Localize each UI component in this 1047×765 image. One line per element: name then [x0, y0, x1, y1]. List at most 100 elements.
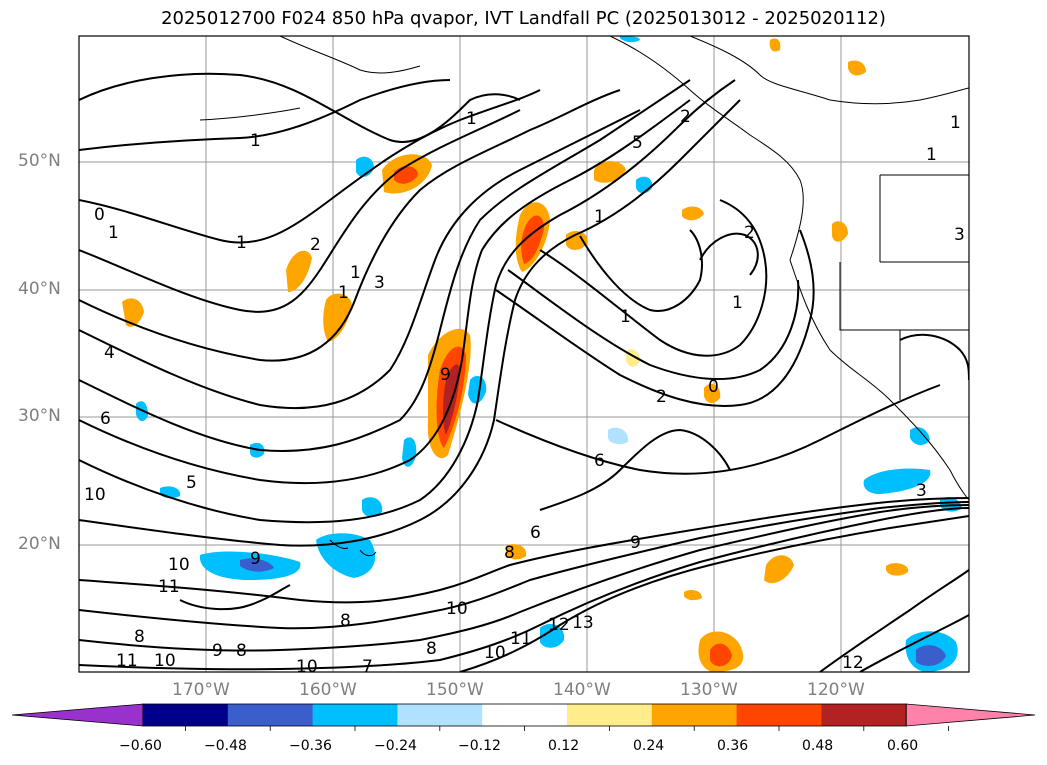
colorbar-tick: −0.12 — [458, 738, 501, 754]
contour-label: 13 — [572, 613, 594, 633]
contour-labels: 1 1 5 1 1 0 1 2 1 3 1 2 1 1 1 4 6 2 3 0 … — [84, 107, 965, 677]
contour-line — [79, 89, 621, 362]
shade-patch — [608, 427, 629, 445]
shade-patch — [506, 544, 527, 560]
lon-label-140w: 140°W — [553, 680, 611, 700]
contour-label: 6 — [530, 523, 541, 543]
contour-label: 1 — [350, 263, 361, 283]
map-background — [79, 36, 969, 672]
contour-line — [539, 199, 768, 357]
contour-label: 8 — [236, 641, 247, 661]
contour-line — [79, 79, 451, 151]
shade-patch — [832, 221, 848, 242]
shade-patch — [323, 293, 352, 342]
contour-label: 5 — [632, 133, 643, 153]
shading-positive — [122, 38, 909, 672]
shade-patch — [620, 36, 640, 43]
contour-label: 10 — [296, 657, 318, 677]
contour-label: 6 — [594, 451, 605, 471]
shade-patch — [682, 206, 704, 221]
lat-label-30n: 30°N — [18, 406, 61, 426]
contour-line — [79, 109, 521, 313]
contour-label: 10 — [484, 643, 506, 663]
contour-label: 9 — [250, 549, 261, 569]
graticule — [79, 36, 969, 672]
shade-patch — [886, 563, 909, 576]
lon-label-170w: 170°W — [172, 680, 230, 700]
colorbar-tick: 0.12 — [548, 738, 580, 754]
shade-patch — [402, 437, 417, 467]
colorbar-tick: −0.36 — [289, 738, 332, 754]
colorbar-segment — [736, 704, 822, 726]
colorbar-segment — [227, 704, 314, 726]
contour-label: 11 — [158, 577, 180, 597]
colorbar-extend-high — [905, 703, 1036, 727]
contour-label: 3 — [954, 225, 965, 245]
contour-line — [79, 507, 969, 671]
contour-label: 9 — [440, 365, 451, 385]
contour-line — [699, 232, 759, 276]
lat-label-50n: 50°N — [18, 151, 61, 171]
colorbar-tick: 0.36 — [717, 738, 749, 754]
colorbar-segment — [312, 704, 398, 726]
contour-line — [459, 515, 969, 672]
contour-line — [79, 99, 691, 485]
contour-label: 7 — [362, 657, 373, 677]
contour-label: 2 — [744, 223, 755, 243]
shade-patch — [594, 161, 626, 183]
shade-patch — [848, 60, 866, 76]
colorbar-segment — [651, 704, 738, 726]
contour-label: 0 — [94, 205, 105, 225]
shade-patch — [521, 215, 544, 264]
shade-patch — [764, 555, 794, 584]
shade-patch — [684, 590, 702, 601]
colorbar — [11, 703, 1036, 731]
lon-label-120w: 120°W — [807, 680, 865, 700]
contour-line — [79, 497, 969, 604]
contour-label: 1 — [466, 109, 477, 129]
contour-label: 9 — [630, 533, 641, 553]
contour-label: 1 — [236, 233, 247, 253]
colorbar-tick: −0.24 — [374, 738, 417, 754]
lon-label-150w: 150°W — [426, 680, 484, 700]
contour-label: 1 — [250, 131, 261, 151]
contour-label: 10 — [168, 555, 190, 575]
contour-line — [79, 109, 641, 410]
colorbar-segment — [567, 704, 653, 726]
contour-label: 0 — [708, 377, 719, 397]
colorbar-segment — [143, 704, 229, 726]
shade-patch — [910, 427, 930, 446]
aleutian-arc — [279, 36, 421, 74]
shade-patch — [468, 376, 487, 404]
hawaii-islands — [329, 539, 377, 557]
contour-label: 1 — [732, 293, 743, 313]
contour-label: 3 — [916, 481, 927, 501]
contour-label: 2 — [680, 107, 691, 127]
contours — [79, 72, 969, 672]
contour-label: 4 — [104, 343, 115, 363]
contour-line — [507, 269, 800, 380]
colorbar-tick: −0.48 — [204, 738, 247, 754]
contour-label: 11 — [510, 629, 532, 649]
colorbar-segment — [821, 704, 907, 726]
contour-line — [79, 72, 521, 143]
contour-label: 11 — [116, 651, 138, 671]
shade-patch — [540, 624, 565, 648]
lat-label-20n: 20°N — [18, 534, 61, 554]
lon-label-160w: 160°W — [299, 680, 357, 700]
contour-line — [79, 89, 541, 244]
contour-label: 8 — [426, 639, 437, 659]
contour-label: 12 — [548, 615, 570, 635]
colorbar-tick: 0.48 — [802, 738, 834, 754]
contour-line — [79, 79, 691, 452]
colorbar-tick: 0.60 — [887, 738, 919, 754]
contour-label: 2 — [310, 235, 321, 255]
contour-line — [539, 428, 731, 511]
contour-line — [859, 614, 969, 672]
contour-label: 1 — [950, 113, 961, 133]
shade-patch — [286, 250, 312, 292]
colorbar-tick: 0.24 — [633, 738, 665, 754]
contour-label: 10 — [154, 651, 176, 671]
contour-line — [79, 501, 969, 630]
